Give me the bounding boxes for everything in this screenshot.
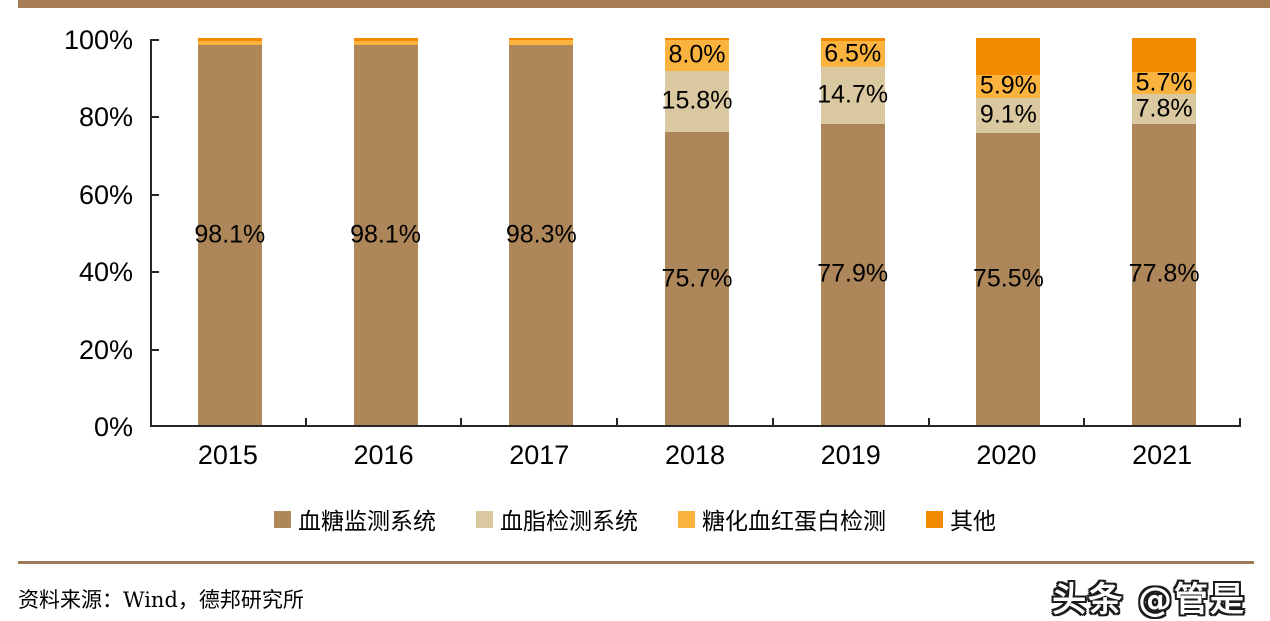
x-axis-tick-mark: [1083, 418, 1086, 427]
plot-area: 98.1% 98.1% 98.3% 75.7% 15.8% 8.0% 77.9% 14.7% 6…: [150, 37, 1242, 427]
stacked-bar: 98.3%: [506, 38, 577, 425]
x-axis-tick-mark: [1239, 418, 1241, 427]
bar-segment: 98.1%: [350, 45, 421, 425]
legend-item: 血糖监测系统: [274, 502, 436, 536]
stacked-bar: 98.1%: [350, 38, 421, 425]
stacked-bar: 75.7% 15.8% 8.0%: [662, 38, 732, 425]
data-label: 77.9%: [817, 259, 889, 288]
y-axis-tick-label: 80%: [78, 102, 133, 133]
legend-label: 血糖监测系统: [298, 509, 436, 535]
bar-segment: 8.0%: [664, 39, 729, 71]
bar-segment: 7.8%: [1132, 93, 1197, 124]
x-axis-label: 2019: [820, 440, 881, 470]
bar-segment: 98.3%: [506, 44, 577, 425]
top-accent-bar: [18, 0, 1270, 8]
bar-segment: 15.8%: [662, 70, 732, 132]
watermark: 头条 @管是: [1052, 580, 1246, 620]
source-text: 资料来源：Wind，德邦研究所: [18, 588, 304, 612]
data-label: 77.8%: [1128, 259, 1200, 288]
data-label: 98.3%: [505, 220, 577, 249]
category-column: 98.1%: [152, 38, 308, 425]
legend-swatch: [274, 510, 291, 528]
bar-segment: [197, 38, 262, 41]
bar-segment: 6.5%: [820, 39, 885, 68]
bar-segment: 5.9%: [976, 71, 1041, 100]
x-axis-label: 2020: [976, 440, 1037, 470]
legend-label: 血脂检测系统: [500, 509, 638, 535]
x-axis-tick-mark: [927, 418, 930, 427]
bar-segment: 5.7%: [1132, 68, 1197, 97]
data-label: 98.1%: [194, 220, 266, 249]
category-column: 77.8% 7.8% 5.7%: [1086, 37, 1242, 425]
stacked-bar: 75.5% 9.1% 5.9%: [973, 38, 1044, 425]
category-column: 77.9% 14.7% 6.5%: [775, 37, 931, 425]
x-axis-label: 2015: [197, 440, 258, 470]
bar-segment: [353, 40, 418, 46]
legend: 血糖监测系统 血脂检测系统 糖化血红蛋白检测 其他: [0, 502, 1270, 536]
x-axis-label: 2018: [664, 440, 726, 470]
bar-segment: 77.8%: [1129, 123, 1200, 425]
data-label: 98.1%: [350, 220, 421, 249]
legend-label: 其他: [950, 509, 996, 535]
y-axis-tick-label: 20%: [78, 334, 133, 365]
y-axis-tick-mark: [150, 271, 159, 274]
data-label: 9.1%: [979, 100, 1037, 129]
legend-swatch: [926, 510, 943, 528]
legend-label: 糖化血红蛋白检测: [702, 509, 886, 535]
bar-segment: [976, 38, 1041, 75]
bar-segment: [509, 38, 574, 41]
legend-item: 糖化血红蛋白检测: [678, 502, 886, 536]
bar-segment: 9.1%: [976, 97, 1041, 133]
category-column: 98.3%: [463, 38, 619, 425]
y-axis-tick-mark: [150, 348, 159, 351]
bar-segment: 98.1%: [194, 45, 265, 425]
legend-item: 其他: [926, 502, 996, 536]
data-label: 5.9%: [979, 71, 1037, 100]
stacked-bar: 98.1%: [194, 38, 265, 425]
x-axis-tick-mark: [616, 418, 619, 427]
data-label: 75.5%: [972, 264, 1044, 293]
x-axis-label: 2016: [353, 440, 414, 470]
bar-segment: 14.7%: [817, 66, 888, 124]
data-label: 6.5%: [824, 39, 882, 68]
y-axis-tick-label: 40%: [78, 257, 133, 288]
bar-segment: 77.9%: [817, 123, 888, 425]
category-column: 75.7% 15.8% 8.0%: [619, 38, 775, 425]
x-axis-label: 2021: [1132, 440, 1193, 470]
y-axis-tick-label: 100%: [63, 25, 133, 55]
stacked-bar: 77.8% 7.8% 5.7%: [1129, 37, 1200, 425]
legend-item: 血脂检测系统: [476, 502, 638, 536]
y-axis-tick-mark: [150, 193, 159, 196]
data-label: 15.8%: [661, 86, 733, 115]
stacked-bar: 77.9% 14.7% 6.5%: [817, 37, 888, 425]
bar-segment: [509, 40, 574, 45]
y-axis-tick-mark: [150, 39, 159, 41]
data-label: 7.8%: [1135, 94, 1193, 123]
bar-segment: [197, 40, 262, 46]
y-axis-tick-mark: [150, 116, 159, 119]
x-axis-label: 2017: [509, 440, 570, 470]
data-label: 75.7%: [661, 264, 733, 292]
bar-segment: [1132, 37, 1197, 72]
data-label: 14.7%: [817, 80, 889, 109]
legend-swatch: [678, 510, 695, 528]
x-axis-tick-mark: [771, 418, 774, 427]
data-label: 5.7%: [1135, 68, 1193, 97]
category-column: 75.5% 9.1% 5.9%: [931, 38, 1087, 425]
y-axis-tick-label: 60%: [78, 179, 133, 210]
bar-segment: [820, 37, 885, 42]
bar-segment: 75.5%: [973, 132, 1044, 425]
y-axis-tick-label: 0%: [93, 412, 133, 442]
bar-segment: [353, 38, 418, 41]
category-column: 98.1%: [308, 38, 464, 425]
bar-segment: [664, 38, 729, 40]
divider-line: [18, 561, 1254, 564]
data-label: 8.0%: [668, 40, 726, 69]
x-axis-tick-mark: [304, 418, 307, 427]
x-axis-tick-mark: [460, 418, 463, 427]
legend-swatch: [476, 510, 493, 528]
bar-segment: 75.7%: [662, 132, 732, 425]
